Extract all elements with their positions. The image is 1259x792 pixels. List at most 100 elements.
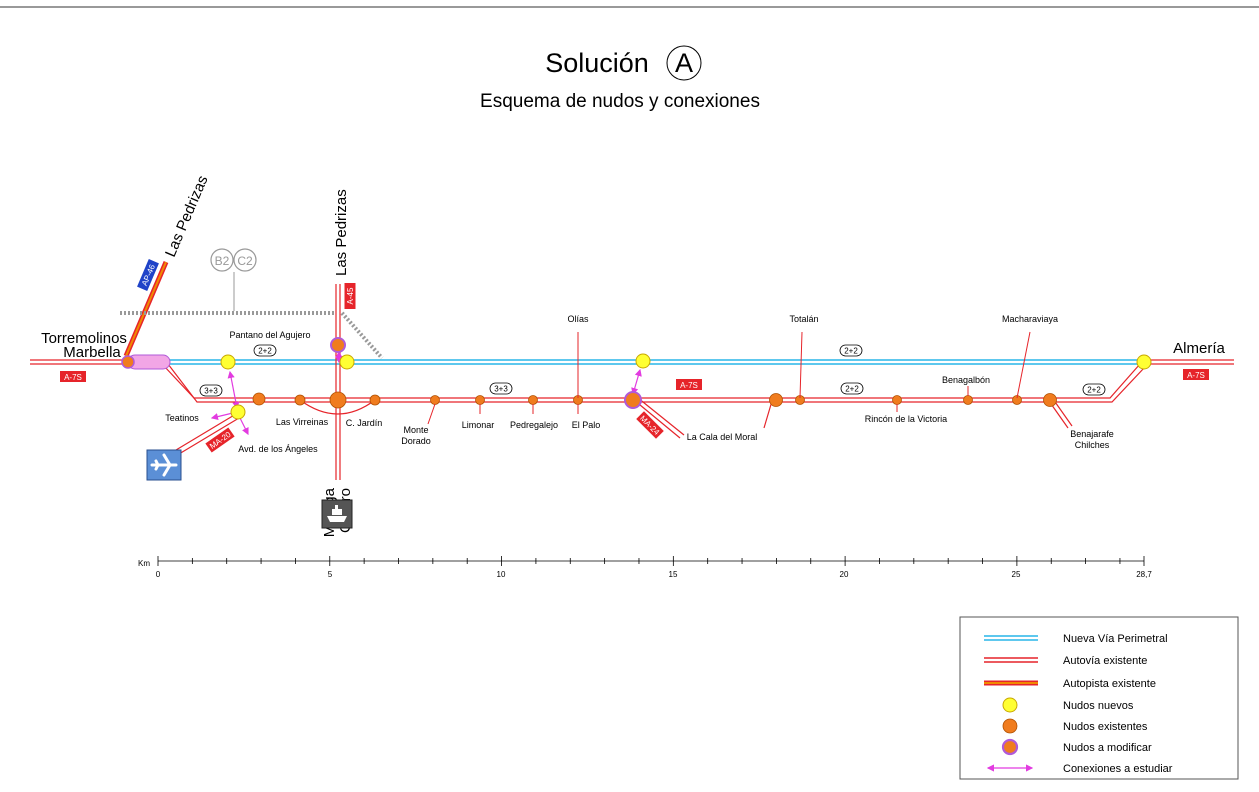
km-ruler: Km 0 5 10 15 20 25 28,7 [138,556,1152,579]
node-new-olias [635,353,651,369]
label-cala-moral: La Cala del Moral [687,432,758,442]
shield-a7s-west-label: A-7S [64,373,82,382]
ruler-label-10: 10 [497,570,506,579]
label-leaders [427,331,1031,425]
cala-moral-branch [763,400,773,429]
lane-badge-5: 2+2 [845,385,859,394]
shield-a7s-west [60,371,86,382]
node-existing-benajarafe [1043,393,1057,407]
node-modify-cala-moral [624,391,642,409]
shield-a45: A-45 [344,283,356,309]
lane-badge-4: 2+2 [844,347,858,356]
autovia-a45 [335,284,341,480]
node-existing-benagalbon [963,395,973,405]
legend-node-modify-symbol [1001,738,1019,756]
legend-label-nudos-nuevos: Nudos nuevos [1063,700,1134,712]
shield-a7s-east [1183,369,1209,380]
label-torremolinos: Torremolinos [41,330,127,347]
node-existing-limonar [475,395,485,405]
legend-label-conexiones: Conexiones a estudiar [1063,763,1173,775]
shield-a45-label: A-45 [346,287,355,304]
label-chilches: Chilches [1075,440,1110,450]
ruler-unit: Km [138,559,150,568]
label-jardin: C. Jardín [346,418,383,428]
shield-ma20-label: MA-20 [208,430,233,451]
shield-a7s-east-label: A-7S [1187,371,1205,380]
legend-autovia-symbol [984,657,1038,663]
label-las-pedrizas-a45: Las Pedrizas [333,189,350,276]
alternative-corridors: B2 C2 [120,248,384,360]
label-macharaviaya: Macharaviaya [1002,314,1058,324]
ruler-label-15: 15 [669,570,678,579]
node-existing-jardin [369,394,381,406]
node-new-malaga [339,354,355,370]
legend-label-autopista: Autopista existente [1063,678,1156,690]
node-new-avd-angeles [230,404,246,420]
label-avd-angeles: Avd. de los Ángeles [238,444,318,454]
lane-badge-3: 3+3 [494,385,508,394]
legend-label-perimetral: Nueva Vía Perimetral [1063,633,1168,645]
road-shields: A-7S A-7S A-7S A-45 AP-46 MA-20 MA-24 [60,259,1209,453]
legend: Nueva Vía Perimetral Autovía existente A… [959,616,1239,780]
label-almeria: Almería [1173,340,1225,357]
ruler-label-end: 28,7 [1136,570,1152,579]
label-marbella: Marbella [63,344,121,361]
ruler-label-25: 25 [1012,570,1021,579]
label-dorado: Dorado [401,436,431,446]
shield-ma20: MA-20 [205,427,235,453]
legend-label-autovia: Autovía existente [1063,655,1147,667]
label-monte: Monte [403,425,428,435]
lane-badge-2: 3+3 [204,387,218,396]
diagram-title: Solución [545,48,649,78]
node-existing-cala-moral [769,393,783,407]
legend-perimetral-symbol [984,635,1038,641]
labels: Torremolinos Marbella Almería Las Pedriz… [41,173,1225,537]
title-badge-circle [666,45,702,81]
ruler-label-5: 5 [328,570,333,579]
label-totalan: Totalán [789,314,818,324]
node-existing-rincon [892,395,902,405]
label-benajarafe: Benajarafe [1070,429,1114,439]
autovia-west [30,359,128,365]
label-rincon: Rincón de la Victoria [865,414,947,424]
legend-node-new-symbol [1002,697,1018,713]
node-existing-pedregalejo [528,395,538,405]
ma24-road [633,399,681,439]
node-new-almeria [1136,354,1152,370]
label-virreinas: Las Virreinas [276,417,329,427]
ruler-label-20: 20 [840,570,849,579]
label-teatinos: Teatinos [165,413,199,423]
alt-badge-c2 [233,248,257,272]
shield-a7s-mid-label: A-7S [680,381,698,390]
lane-badges: 2+2 3+3 3+3 2+2 2+2 2+2 [199,344,1106,397]
autovia-a7s [163,359,1234,415]
title-badge: A [675,48,693,78]
node-existing-monte-dorado [430,395,440,405]
label-pantano: Pantano del Agujero [229,330,310,340]
ma20-road [175,413,237,451]
diagram-subtitle: Esquema de nudos y conexiones [480,91,760,112]
lane-badge-6: 2+2 [1087,386,1101,395]
label-olias: Olías [567,314,589,324]
node-modify-pantano [330,337,346,353]
label-el-palo: El Palo [572,420,601,430]
node-existing-virreinas [294,394,306,406]
ship-icon [321,499,353,529]
node-new-teatinos-north [220,354,236,370]
node-west-end [121,355,135,369]
legend-label-nudos-existentes: Nudos existentes [1063,721,1148,733]
alt-badge-b2-label: B2 [215,254,230,268]
lane-badge-1: 2+2 [258,347,272,356]
shield-a7s-mid [676,379,702,390]
alt-badge-b2 [210,248,234,272]
legend-node-existing-symbol [1002,718,1018,734]
label-pedregalejo: Pedregalejo [510,420,558,430]
alt-badge-c2-label: C2 [237,254,253,268]
ruler-label-0: 0 [156,570,161,579]
label-las-pedrizas-ap46: Las Pedrizas [162,173,212,259]
node-existing-1 [252,392,266,406]
label-limonar: Limonar [462,420,495,430]
nueva-via-perimetral [168,359,1144,365]
node-existing-malaga [329,391,347,409]
